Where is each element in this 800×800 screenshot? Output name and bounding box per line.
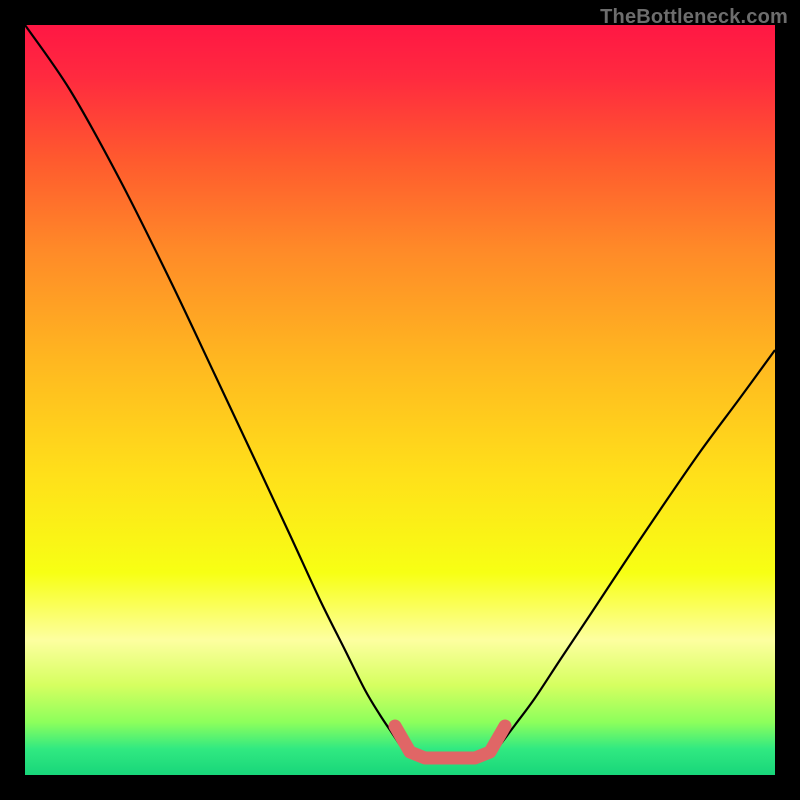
plot-area	[25, 25, 775, 775]
left-curve	[25, 25, 400, 745]
watermark-label: TheBottleneck.com	[600, 6, 788, 29]
right-curve	[500, 350, 775, 745]
curve-overlay	[25, 25, 775, 775]
trough-marker	[395, 726, 505, 758]
chart-frame: TheBottleneck.com	[0, 0, 800, 800]
